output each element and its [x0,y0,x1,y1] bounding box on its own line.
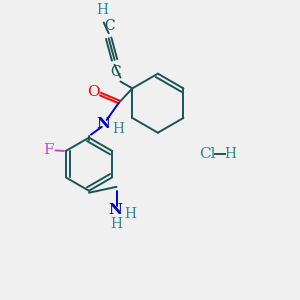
Text: C: C [110,65,121,79]
Text: C: C [104,19,115,33]
Text: Cl: Cl [199,147,215,161]
Text: F: F [44,143,54,158]
Text: H: H [110,217,122,231]
Text: O: O [88,85,100,99]
Text: H: H [124,207,136,221]
Text: N: N [96,117,110,131]
Text: H: H [112,122,124,136]
Text: N: N [109,203,122,218]
Text: H: H [225,147,237,161]
Text: H: H [97,3,109,16]
